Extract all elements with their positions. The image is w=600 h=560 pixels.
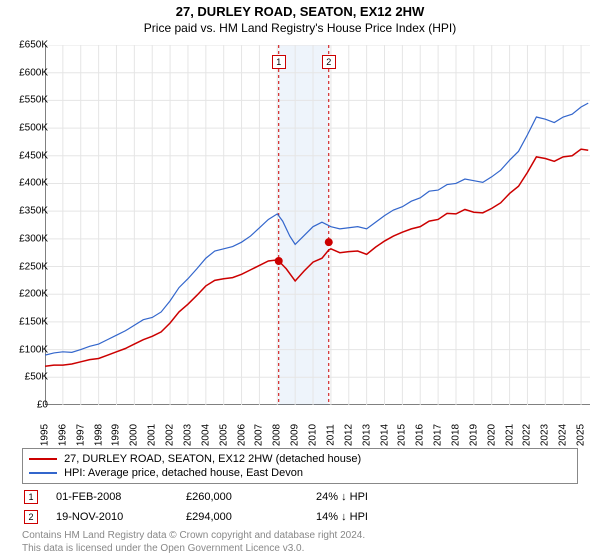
y-tick-label: £650K — [8, 40, 48, 51]
x-tick-label: 2006 — [236, 424, 247, 446]
x-tick-label: 2010 — [308, 424, 319, 446]
x-tick-label: 2022 — [522, 424, 533, 446]
chart-svg — [45, 45, 590, 405]
y-tick-label: £250K — [8, 261, 48, 272]
x-tick-label: 2009 — [290, 424, 301, 446]
sale-note-price: £260,000 — [186, 491, 316, 503]
y-tick-label: £200K — [8, 289, 48, 300]
x-tick-label: 2004 — [200, 424, 211, 446]
x-tick-label: 2011 — [325, 424, 336, 446]
x-tick-label: 2001 — [147, 424, 158, 446]
y-tick-label: £350K — [8, 206, 48, 217]
sale-note-row: 1 01-FEB-2008£260,00024% ↓ HPI — [22, 488, 578, 508]
y-tick-label: £400K — [8, 178, 48, 189]
sale-note-marker: 2 — [24, 510, 38, 524]
x-tick-label: 2025 — [576, 424, 587, 446]
chart-title-address: 27, DURLEY ROAD, SEATON, EX12 2HW — [0, 0, 600, 19]
legend-row-series1: 27, DURLEY ROAD, SEATON, EX12 2HW (detac… — [29, 452, 571, 466]
legend-label-series2: HPI: Average price, detached house, East… — [64, 467, 303, 479]
y-tick-label: £0 — [8, 400, 48, 411]
sale-note-stat: 24% ↓ HPI — [316, 491, 446, 503]
y-tick-label: £450K — [8, 150, 48, 161]
x-tick-label: 2012 — [343, 424, 354, 446]
sale-marker-1: 1 — [272, 55, 286, 69]
x-tick-label: 2019 — [468, 424, 479, 446]
x-tick-label: 1998 — [93, 424, 104, 446]
sale-note-price: £294,000 — [186, 511, 316, 523]
x-tick-label: 2024 — [558, 424, 569, 446]
x-tick-label: 1995 — [40, 424, 51, 446]
legend-swatch-blue — [29, 472, 57, 474]
x-tick-label: 2018 — [450, 424, 461, 446]
y-tick-label: £600K — [8, 67, 48, 78]
legend-swatch-red — [29, 458, 57, 460]
legend-label-series1: 27, DURLEY ROAD, SEATON, EX12 2HW (detac… — [64, 453, 361, 465]
sale-note-date: 19-NOV-2010 — [56, 511, 186, 523]
x-tick-label: 2007 — [254, 424, 265, 446]
x-tick-label: 2017 — [433, 424, 444, 446]
x-tick-label: 2021 — [504, 424, 515, 446]
x-tick-label: 2005 — [218, 424, 229, 446]
y-tick-label: £100K — [8, 344, 48, 355]
legend-section: 27, DURLEY ROAD, SEATON, EX12 2HW (detac… — [22, 448, 578, 555]
chart-title-subtitle: Price paid vs. HM Land Registry's House … — [0, 19, 600, 35]
x-tick-label: 1997 — [75, 424, 86, 446]
x-tick-label: 2020 — [486, 424, 497, 446]
x-tick-label: 2016 — [415, 424, 426, 446]
x-tick-label: 2008 — [272, 424, 283, 446]
sale-note-date: 01-FEB-2008 — [56, 491, 186, 503]
sale-note-row: 2 19-NOV-2010£294,00014% ↓ HPI — [22, 508, 578, 528]
x-tick-label: 1996 — [57, 424, 68, 446]
x-tick-label: 2000 — [129, 424, 140, 446]
chart-plot-area — [45, 45, 590, 405]
sale-note-marker: 1 — [24, 490, 38, 504]
x-tick-label: 2023 — [540, 424, 551, 446]
copyright-text: Contains HM Land Registry data © Crown c… — [22, 528, 578, 555]
sale-marker-2: 2 — [322, 55, 336, 69]
x-tick-label: 2015 — [397, 424, 408, 446]
legend-row-series2: HPI: Average price, detached house, East… — [29, 466, 571, 480]
x-tick-label: 2014 — [379, 424, 390, 446]
x-tick-label: 2013 — [361, 424, 372, 446]
y-tick-label: £550K — [8, 95, 48, 106]
legend-box: 27, DURLEY ROAD, SEATON, EX12 2HW (detac… — [22, 448, 578, 484]
x-tick-label: 2002 — [165, 424, 176, 446]
x-tick-label: 2003 — [182, 424, 193, 446]
y-tick-label: £150K — [8, 316, 48, 327]
y-tick-label: £50K — [8, 372, 48, 383]
y-tick-label: £500K — [8, 123, 48, 134]
x-tick-label: 1999 — [111, 424, 122, 446]
sale-note-stat: 14% ↓ HPI — [316, 511, 446, 523]
y-tick-label: £300K — [8, 233, 48, 244]
